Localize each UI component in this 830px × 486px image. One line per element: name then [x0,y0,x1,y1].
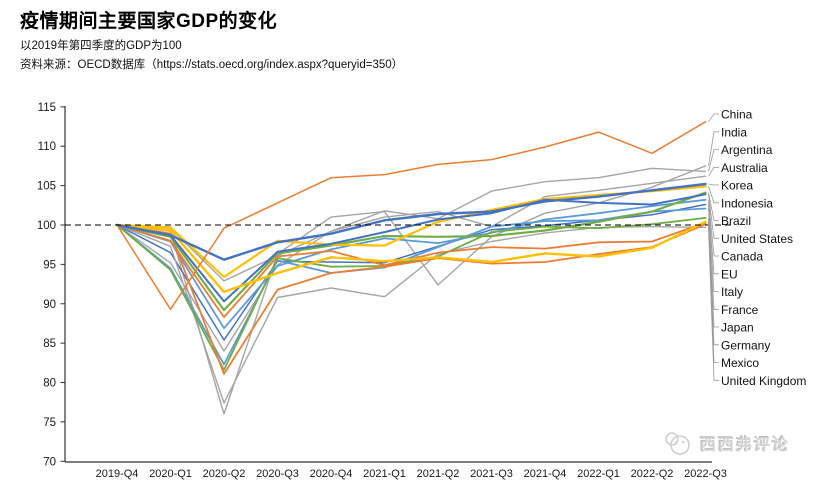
series-label-japan: Japan [721,321,754,335]
watermark-logo-icon [665,432,690,455]
series-line-mexico [116,223,707,375]
series-label-france: France [721,303,759,317]
series-label-eu: EU [721,267,738,281]
x-tick-label: 2021-Q2 [417,468,460,480]
x-tick-label: 2022-Q1 [577,468,620,480]
leader-line-italy [708,208,719,292]
series-line-japan [115,220,707,294]
series-label-australia: Australia [721,161,768,175]
series-label-indonesia: Indonesia [721,196,773,210]
x-tick-label: 2020-Q4 [310,468,353,480]
chart-subtitle: 以2019年第四季度的GDP为100 [20,40,182,52]
series-line-korea [115,182,707,261]
chart-header: 疫情期间主要国家GDP的变化 以2019年第四季度的GDP为100 资料来源：O… [20,6,403,72]
y-tick-label: 85 [43,338,56,350]
y-tick-label: 70 [43,456,56,468]
series-label-india: India [721,125,747,139]
leader-line-argentina [708,149,719,172]
x-tick-label: 2019-Q4 [96,468,139,480]
leader-line-brazil [708,192,719,221]
y-tick-label: 110 [38,141,56,153]
series-label-canada: Canada [721,250,763,264]
series-label-argentina: Argentina [721,143,773,157]
leader-line-australia [708,166,719,177]
y-tick-label: 75 [43,417,56,429]
series-line-france [116,217,707,371]
x-tick-label: 2021-Q4 [524,468,567,480]
series-line-united-states [116,193,707,303]
series-line-australia [116,175,707,282]
x-tick-label: 2022-Q2 [631,468,674,480]
series-line-italy [116,207,707,366]
leader-line-eu [708,204,719,275]
chart-source: 资料来源：OECD数据库（https://stats.oecd.org/inde… [20,59,404,71]
x-tick-label: 2021-Q1 [363,468,406,480]
watermark: 西西弗评论 [663,430,790,456]
y-tick-label: 115 [38,102,56,114]
series-label-korea: Korea [721,179,753,193]
leader-line-india [708,131,719,166]
series-line-india [116,165,707,415]
series-label-united-kingdom: United Kingdom [721,374,806,388]
x-tick-label: 2020-Q2 [203,468,246,480]
y-tick-label: 95 [43,259,56,271]
leader-line-france [708,217,719,310]
x-tick-label: 2022-Q3 [684,468,727,480]
series-label-united-states: United States [721,232,793,246]
leader-line-canada [708,199,719,257]
series-label-mexico: Mexico [721,356,759,370]
y-tick-label: 105 [37,181,56,193]
leader-line-united-kingdom [708,227,719,381]
series-line-brazil [115,191,707,312]
leader-line-indonesia [708,186,719,204]
x-tick-label: 2021-Q3 [470,468,513,480]
x-tick-label: 2020-Q1 [149,468,192,480]
y-tick-label: 80 [43,378,56,390]
series-label-brazil: Brazil [721,214,751,228]
series-label-italy: Italy [721,285,743,299]
page-title: 疫情期间主要国家GDP的变化 [20,11,278,32]
series-label-china: China [721,108,753,122]
watermark-text: 西西弗评论 [700,437,791,454]
series-line-canada [116,198,707,330]
leader-line-korea [708,183,719,186]
series-line-china [116,121,707,311]
leader-line-china [708,113,719,123]
series-label-germany: Germany [721,338,770,352]
x-tick-label: 2020-Q3 [256,468,299,480]
y-tick-label: 90 [43,299,56,311]
y-tick-label: 100 [37,220,56,232]
leader-line-united-states [708,194,719,239]
